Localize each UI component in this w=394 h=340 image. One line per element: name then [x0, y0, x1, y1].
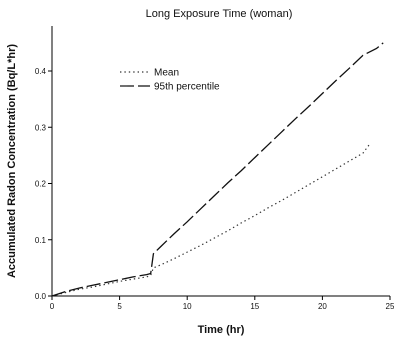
series-line-mean	[51, 143, 371, 297]
series-group	[51, 42, 384, 297]
x-axis-label: Time (hr)	[198, 324, 245, 336]
series-line-p95	[51, 42, 384, 297]
y-tick-label: 0.4	[35, 67, 47, 76]
y-axis-label: Accumulated Radon Concentration (Bq/L*hr…	[6, 44, 18, 278]
x-tick-label: 15	[250, 302, 259, 311]
x-tick-label: 5	[117, 302, 122, 311]
y-tick-label: 0.3	[35, 123, 47, 132]
chart-title: Long Exposure Time (woman)	[146, 8, 293, 20]
x-ticks: 0 5 10 15 20 25	[50, 296, 394, 311]
y-tick-label: 0.1	[35, 236, 47, 245]
axes	[51, 26, 390, 297]
x-tick-label: 20	[318, 302, 327, 311]
legend-label: 95th percentile	[154, 82, 220, 93]
x-tick-label: 10	[183, 302, 192, 311]
x-tick-label: 0	[50, 302, 55, 311]
y-tick-label: 0.0	[35, 292, 47, 301]
legend-label: Mean	[154, 68, 179, 79]
y-ticks: 0.0 0.1 0.2 0.3 0.4	[35, 67, 52, 301]
x-tick-label: 25	[386, 302, 394, 311]
legend: Mean 95th percentile	[120, 68, 220, 93]
y-tick-label: 0.2	[35, 180, 47, 189]
